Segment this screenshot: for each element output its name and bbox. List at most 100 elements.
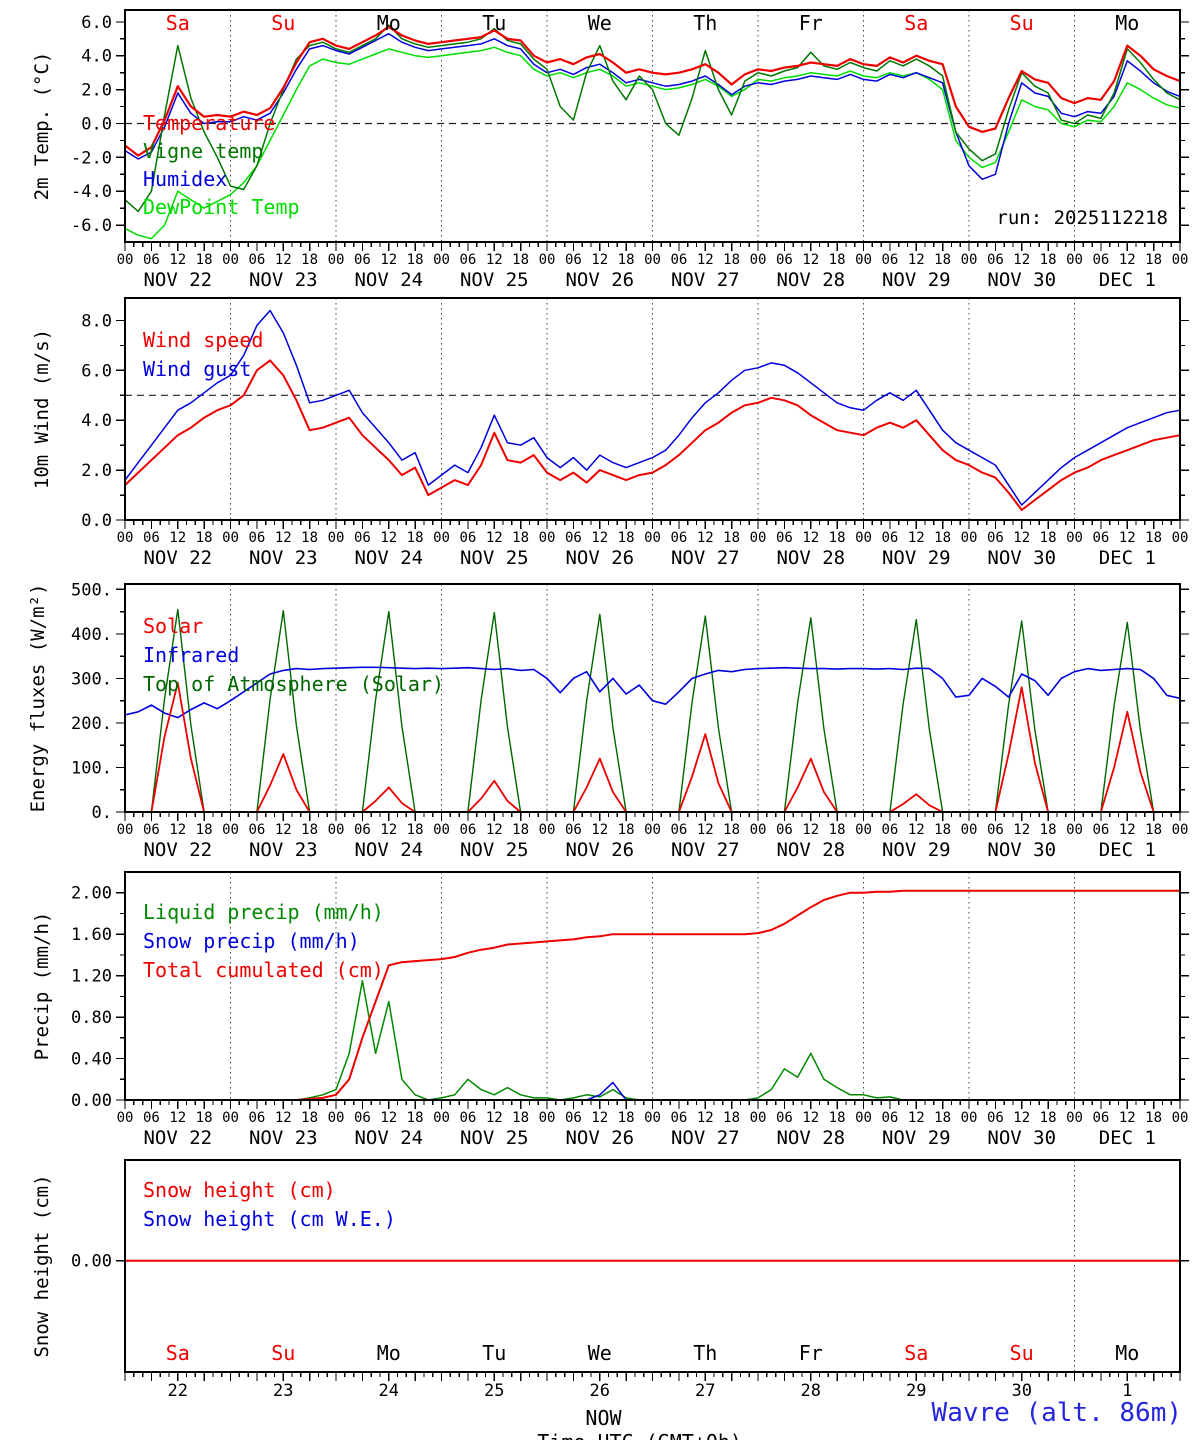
svg-text:12: 12 — [169, 1110, 186, 1126]
svg-text:NOV 23: NOV 23 — [249, 547, 318, 569]
svg-text:NOV 25: NOV 25 — [460, 1127, 529, 1149]
svg-text:18: 18 — [512, 1110, 529, 1126]
svg-text:06: 06 — [1092, 252, 1109, 268]
svg-text:18: 18 — [618, 252, 635, 268]
svg-text:300.: 300. — [71, 669, 112, 689]
legend-dewpoint-temp: DewPoint Temp — [143, 195, 300, 219]
svg-text:1: 1 — [1122, 1381, 1132, 1401]
y-tick-labels: 500. 400. 300. 200. 100. 0. — [71, 580, 112, 823]
svg-text:12: 12 — [591, 822, 608, 838]
y-ticks — [116, 588, 1189, 813]
svg-text:Precip (mm/h): Precip (mm/h) — [31, 912, 53, 1061]
svg-text:06: 06 — [143, 822, 160, 838]
day-number-labels: 22 23 24 25 26 27 28 29 30 1 — [168, 1381, 1133, 1401]
series-solar — [124, 682, 1181, 813]
svg-text:18: 18 — [723, 822, 740, 838]
svg-text:-2.0: -2.0 — [71, 148, 112, 168]
svg-text:NOV 22: NOV 22 — [143, 839, 212, 860]
svg-text:NOV 23: NOV 23 — [249, 839, 318, 860]
svg-text:Tu: Tu — [482, 1341, 506, 1365]
panel-precip: 2.00 1.60 1.20 0.80 0.40 0.00 00 06 12 18 00 06 12 18… — [31, 871, 1189, 1149]
svg-text:12: 12 — [275, 1110, 292, 1126]
svg-text:00: 00 — [539, 822, 556, 838]
series-vigne-temp — [124, 24, 1181, 213]
svg-text:12: 12 — [169, 252, 186, 268]
svg-text:00: 00 — [1172, 822, 1189, 838]
svg-text:18: 18 — [829, 530, 846, 546]
svg-text:0.00: 0.00 — [71, 1091, 112, 1111]
svg-text:00: 00 — [1066, 1110, 1083, 1126]
svg-text:00: 00 — [855, 1110, 872, 1126]
svg-text:18: 18 — [407, 530, 424, 546]
svg-text:06: 06 — [565, 252, 582, 268]
svg-text:06: 06 — [248, 822, 265, 838]
svg-text:06: 06 — [565, 822, 582, 838]
svg-text:18: 18 — [1040, 530, 1057, 546]
svg-text:NOV 30: NOV 30 — [987, 269, 1056, 290]
svg-text:18: 18 — [1145, 252, 1162, 268]
svg-text:18: 18 — [934, 252, 951, 268]
svg-text:0.0: 0.0 — [81, 115, 112, 135]
svg-text:00: 00 — [433, 1110, 450, 1126]
svg-text:12: 12 — [1119, 822, 1136, 838]
svg-text:NOV 24: NOV 24 — [354, 547, 423, 569]
svg-text:NOV 23: NOV 23 — [249, 1127, 318, 1149]
svg-text:18: 18 — [829, 252, 846, 268]
svg-text:18: 18 — [1145, 530, 1162, 546]
svg-text:06: 06 — [143, 530, 160, 546]
svg-text:Sa: Sa — [904, 11, 928, 35]
svg-text:500.: 500. — [71, 580, 112, 600]
svg-text:12: 12 — [697, 252, 714, 268]
svg-text:Su: Su — [271, 1341, 295, 1365]
svg-text:06: 06 — [881, 252, 898, 268]
svg-text:0.80: 0.80 — [71, 1008, 112, 1028]
svg-text:Mo: Mo — [1115, 1341, 1139, 1365]
svg-text:06: 06 — [143, 1110, 160, 1126]
svg-text:00: 00 — [1172, 252, 1189, 268]
svg-text:NOV 30: NOV 30 — [987, 1127, 1056, 1149]
svg-text:18: 18 — [196, 822, 213, 838]
svg-text:12: 12 — [275, 252, 292, 268]
svg-text:4.0: 4.0 — [81, 47, 112, 67]
now-marker: NOW — [585, 1406, 622, 1430]
svg-text:28: 28 — [801, 1381, 821, 1401]
svg-text:NOV 22: NOV 22 — [143, 1127, 212, 1149]
legend-infrared: Infrared — [143, 643, 239, 667]
svg-text:12: 12 — [697, 1110, 714, 1126]
svg-text:NOV 22: NOV 22 — [143, 547, 212, 569]
svg-text:00: 00 — [222, 1110, 239, 1126]
svg-text:18: 18 — [301, 1110, 318, 1126]
legend: Liquid precip (mm/h) Snow precip (mm/h) To… — [143, 900, 384, 982]
svg-text:06: 06 — [1092, 822, 1109, 838]
svg-text:00: 00 — [961, 530, 978, 546]
series-temperature — [123, 25, 1182, 157]
series-humidex — [124, 32, 1181, 181]
y-ticks — [116, 892, 1189, 1101]
svg-text:00: 00 — [539, 252, 556, 268]
svg-text:-6.0: -6.0 — [71, 216, 112, 236]
date-labels: NOV 22 NOV 23 NOV 24 NOV 25 NOV 26 NOV 27 NOV … — [143, 1127, 1155, 1149]
svg-text:0.: 0. — [92, 803, 112, 823]
svg-text:06: 06 — [143, 252, 160, 268]
svg-text:NOV 25: NOV 25 — [460, 547, 529, 569]
svg-text:06: 06 — [776, 252, 793, 268]
svg-text:Fr: Fr — [799, 11, 823, 35]
svg-text:18: 18 — [301, 822, 318, 838]
y-ticks — [116, 319, 1189, 521]
svg-text:06: 06 — [459, 822, 476, 838]
svg-text:NOV 29: NOV 29 — [882, 547, 951, 569]
svg-text:18: 18 — [723, 252, 740, 268]
svg-text:12: 12 — [908, 530, 925, 546]
svg-text:18: 18 — [301, 530, 318, 546]
svg-text:18: 18 — [512, 252, 529, 268]
plot-frame — [124, 583, 1181, 813]
svg-text:12: 12 — [1013, 530, 1030, 546]
svg-text:12: 12 — [802, 252, 819, 268]
svg-text:12: 12 — [275, 822, 292, 838]
svg-text:12: 12 — [908, 252, 925, 268]
svg-text:12: 12 — [380, 822, 397, 838]
time-axis-title: Time UTC (GMT+0h) NOW — [465, 1406, 742, 1440]
svg-text:00: 00 — [117, 530, 134, 546]
svg-text:00: 00 — [750, 530, 767, 546]
svg-text:0.00: 0.00 — [71, 1252, 112, 1272]
